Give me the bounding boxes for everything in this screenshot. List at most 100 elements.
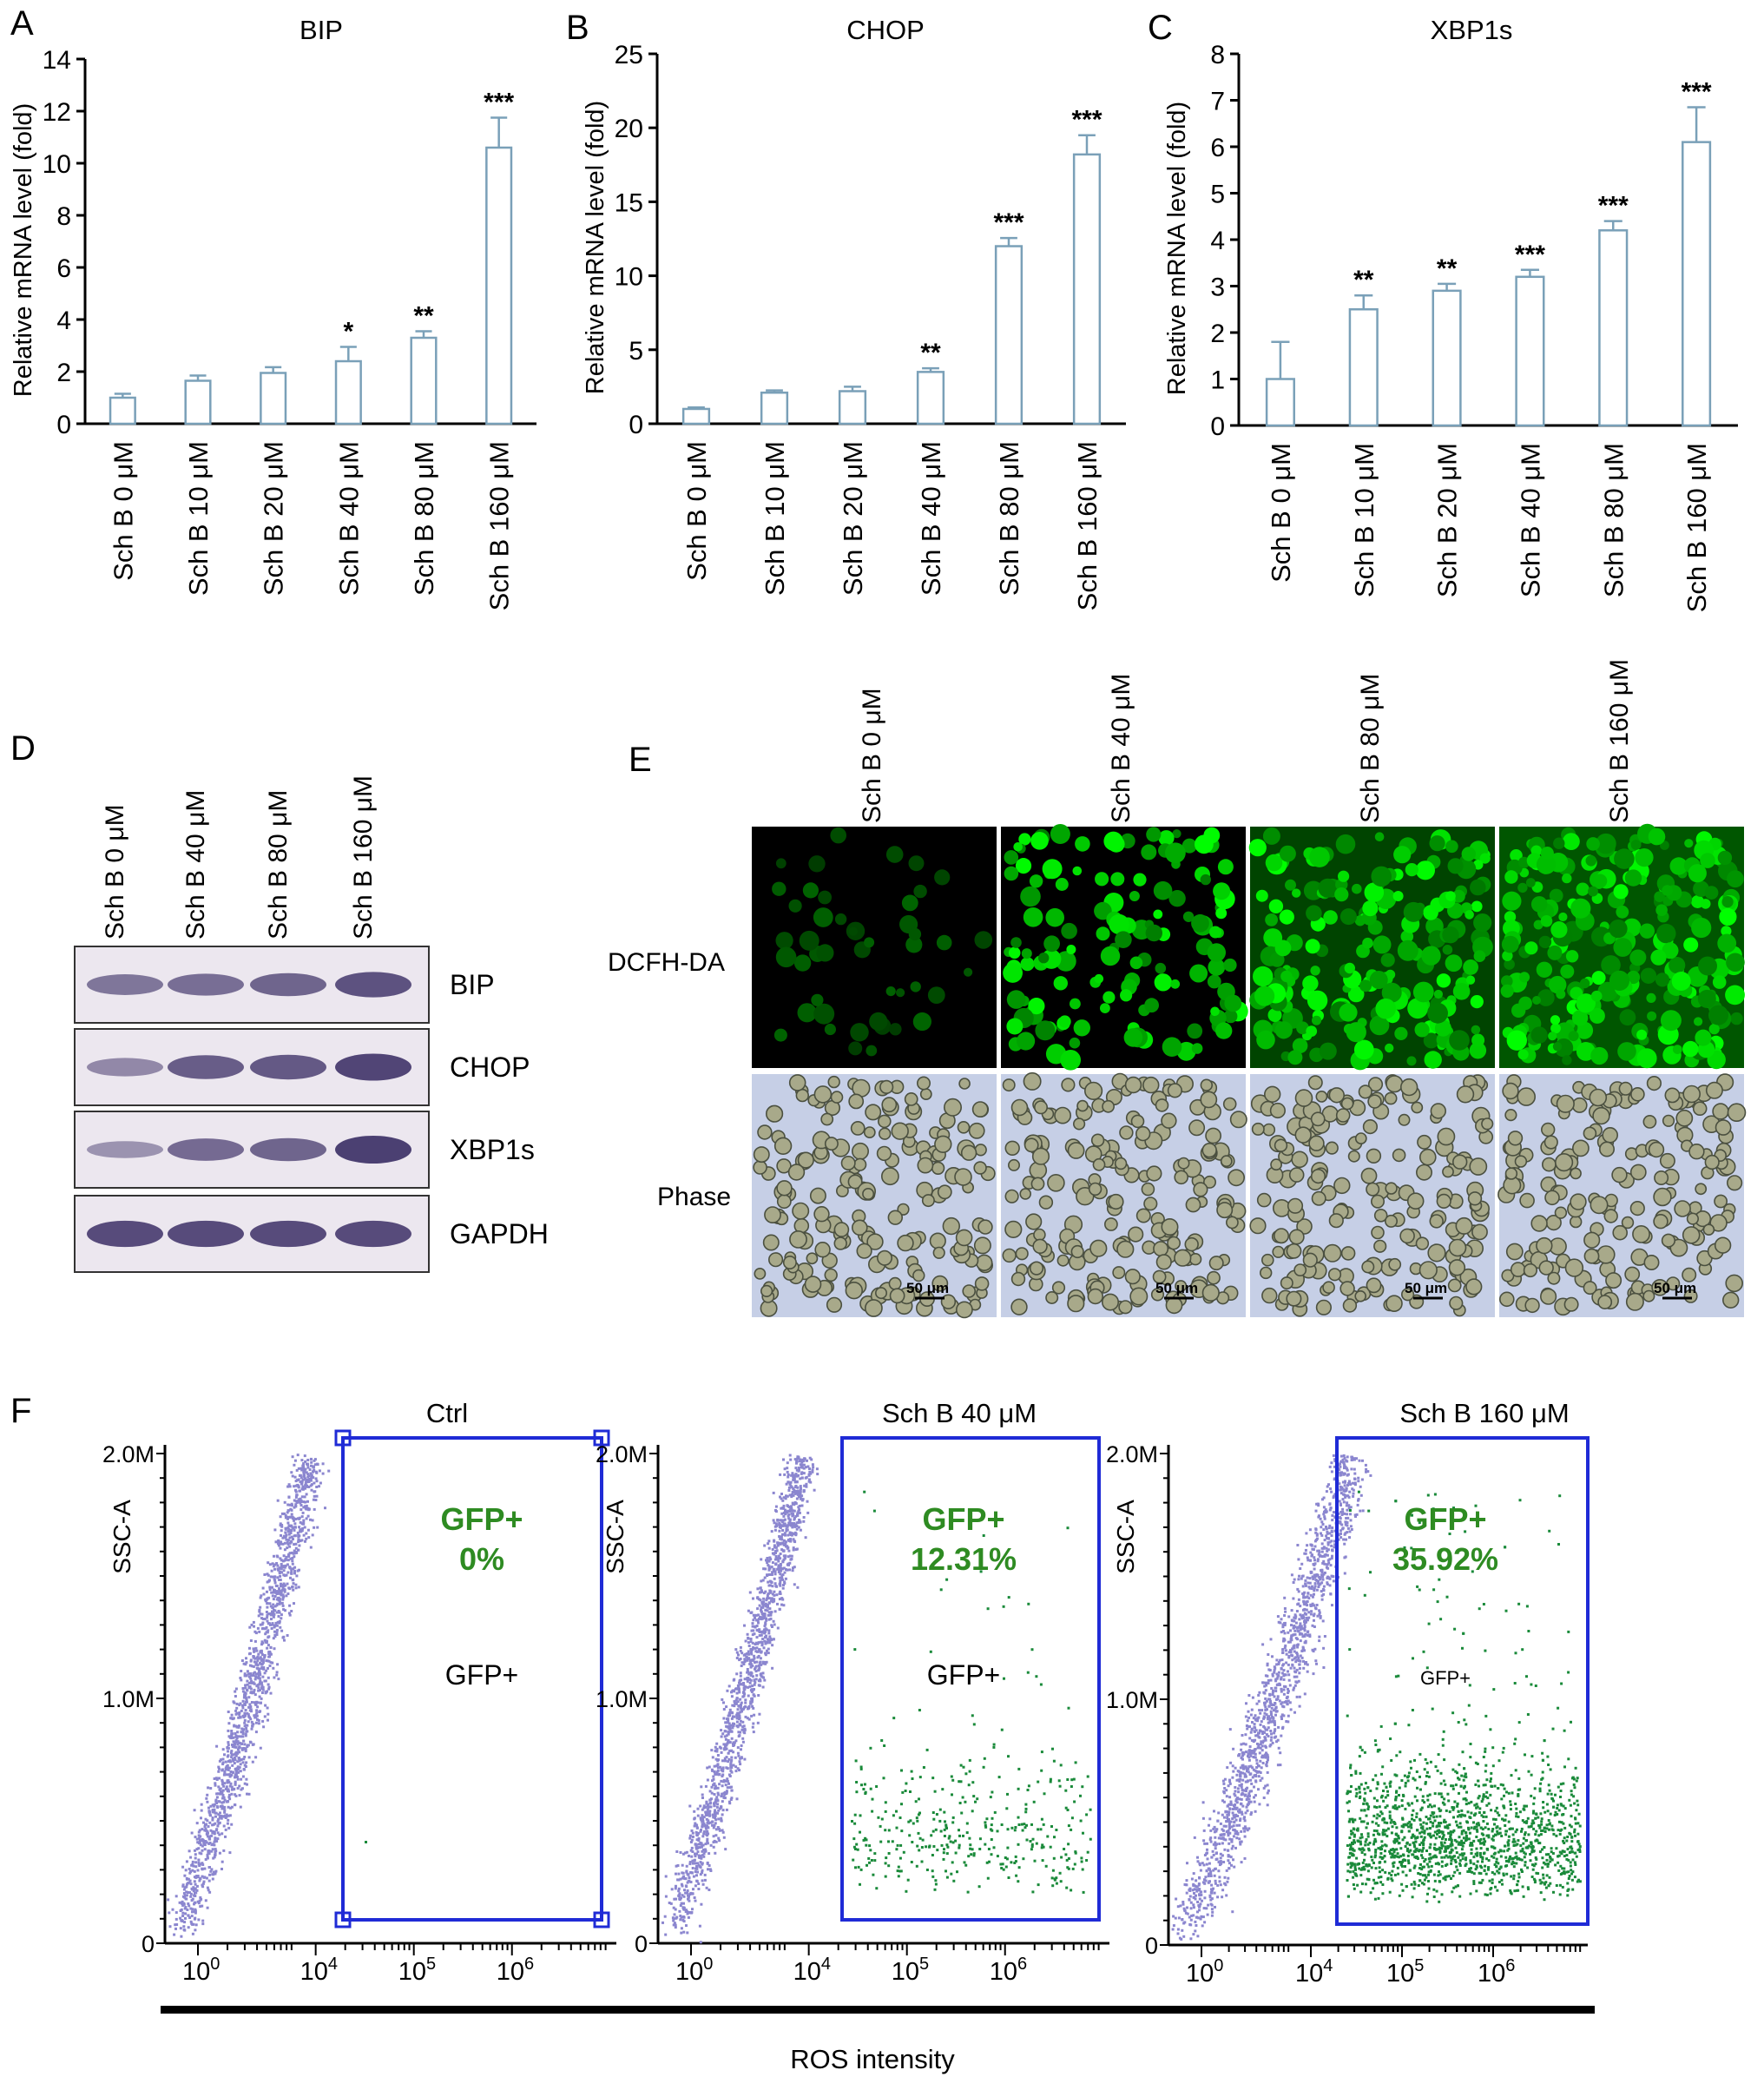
event-dot (787, 1475, 790, 1479)
event-dot (681, 1863, 684, 1867)
event-dot (249, 1672, 252, 1675)
cell-fluorescent (1449, 1030, 1470, 1051)
event-dot (725, 1808, 728, 1811)
event-dot (714, 1809, 717, 1812)
x-tick-label: Sch B 10 μM (183, 441, 214, 596)
cell-phase (845, 1281, 863, 1300)
gated-dot (984, 1825, 988, 1829)
event-dot (189, 1870, 193, 1873)
event-dot (289, 1576, 292, 1579)
event-dot (798, 1511, 801, 1514)
event-dot (702, 1855, 706, 1858)
event-dot (704, 1843, 708, 1846)
event-dot (795, 1459, 799, 1462)
event-dot (672, 1906, 675, 1909)
event-dot (214, 1777, 218, 1780)
event-dot (773, 1572, 777, 1576)
lane-label: Sch B 0 μM (101, 804, 129, 940)
gated-dot (991, 1790, 994, 1794)
gated-dot (1081, 1868, 1084, 1871)
event-dot (747, 1704, 751, 1708)
event-dot (793, 1583, 796, 1586)
event-dot (787, 1480, 790, 1484)
cell-fluorescent (1008, 946, 1021, 959)
gated-dot (915, 1816, 918, 1820)
event-dot (242, 1757, 246, 1761)
event-dot (291, 1585, 294, 1588)
cell-phase (1261, 1253, 1274, 1267)
gated-dot (892, 1814, 895, 1817)
cell-phase (931, 1161, 945, 1176)
event-dot (227, 1805, 230, 1809)
cell-fluorescent (1669, 857, 1688, 875)
cell-phase (1427, 1243, 1446, 1263)
event-dot (774, 1551, 777, 1554)
event-dot (778, 1592, 781, 1595)
event-dot (767, 1568, 771, 1572)
cell-phase (827, 1075, 840, 1089)
event-dot (692, 1875, 695, 1878)
gated-dot (1066, 1778, 1070, 1781)
cell-phase (789, 1230, 807, 1249)
cell-fluorescent (1015, 858, 1032, 874)
cell-fluorescent (1517, 882, 1528, 893)
event-dot (260, 1594, 263, 1598)
lane-label: Sch B 40 μM (181, 790, 210, 940)
event-dot (792, 1546, 795, 1550)
event-dot (254, 1756, 258, 1759)
cell-phase (1570, 1193, 1587, 1210)
cell-fluorescent (1695, 1029, 1712, 1046)
cell-fluorescent (834, 913, 847, 926)
event-dot (253, 1688, 256, 1691)
significance-mark: *** (1071, 106, 1102, 135)
event-dot (746, 1632, 749, 1636)
cell-fluorescent (1334, 887, 1349, 902)
cell-fluorescent (1414, 1022, 1430, 1038)
cell-phase (1249, 1217, 1267, 1235)
event-dot (246, 1783, 248, 1786)
event-dot (759, 1657, 762, 1660)
event-dot (303, 1526, 306, 1529)
cell-fluorescent (1725, 985, 1745, 1005)
cell-fluorescent (1165, 842, 1186, 864)
event-dot (747, 1685, 750, 1689)
event-dot (275, 1673, 279, 1677)
cell-phase (1563, 1296, 1579, 1312)
event-dot (272, 1612, 275, 1614)
event-dot (264, 1632, 267, 1636)
event-dot (292, 1526, 295, 1530)
cell-phase (1034, 1100, 1049, 1115)
event-dot (247, 1686, 251, 1689)
event-dot (216, 1831, 220, 1835)
event-dot (720, 1729, 723, 1732)
event-dot (213, 1803, 216, 1806)
event-dot (298, 1539, 300, 1542)
gated-dot (863, 1783, 866, 1786)
gated-dot (1035, 1675, 1038, 1678)
event-dot (238, 1750, 241, 1754)
cell-fluorescent (1591, 971, 1606, 986)
event-dot (780, 1538, 784, 1541)
fluorescence-image (1248, 827, 1495, 1071)
event-dot (219, 1811, 221, 1815)
gated-dot (1001, 1863, 1004, 1866)
cell-fluorescent (1445, 891, 1456, 901)
event-dot (710, 1785, 714, 1789)
event-dot (236, 1787, 240, 1790)
event-dot (773, 1593, 776, 1597)
event-dot (754, 1665, 758, 1668)
cell-phase (1448, 1238, 1467, 1257)
event-dot (307, 1536, 311, 1539)
event-dot (764, 1635, 767, 1638)
cell-phase (1263, 1085, 1281, 1104)
event-dot (780, 1520, 784, 1523)
event-dot (249, 1687, 253, 1691)
cell-fluorescent (1069, 1037, 1081, 1049)
cell-phase (1200, 1091, 1218, 1109)
event-dot (292, 1588, 295, 1592)
event-dot (743, 1659, 747, 1663)
event-dot (680, 1927, 683, 1930)
cell-fluorescent (1471, 1033, 1485, 1047)
gated-dot (1017, 1787, 1020, 1790)
event-dot (171, 1908, 174, 1911)
